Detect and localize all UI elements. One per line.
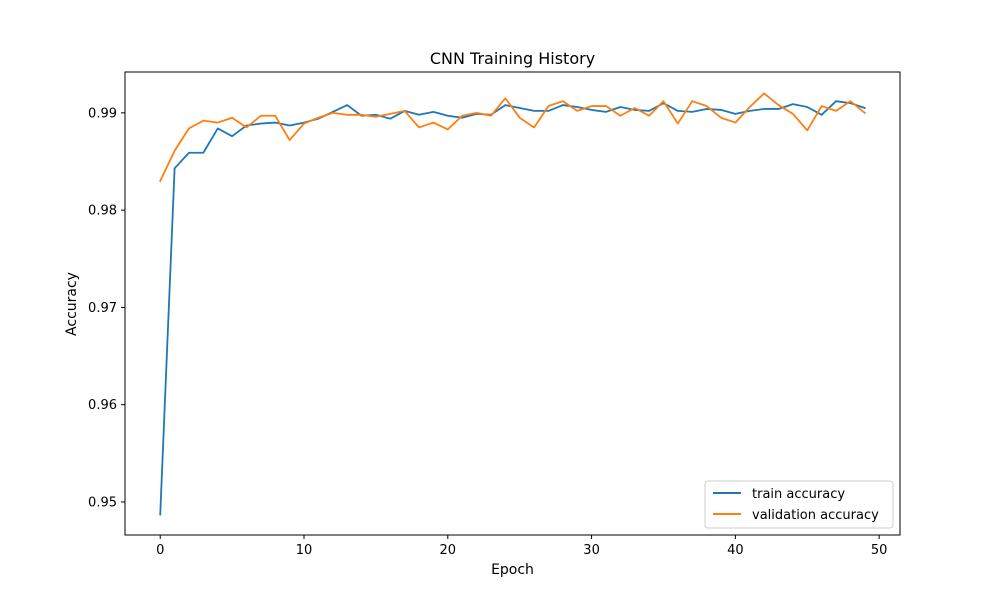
y-tick-label: 0.99 bbox=[88, 106, 117, 121]
y-tick-label: 0.95 bbox=[88, 495, 117, 510]
x-axis-label: Epoch bbox=[491, 562, 534, 578]
x-tick-label: 0 bbox=[156, 543, 164, 558]
plot-area bbox=[159, 92, 867, 516]
y-tick-label: 0.98 bbox=[88, 204, 117, 219]
x-tick-label: 50 bbox=[871, 543, 888, 558]
y-tick-label: 0.97 bbox=[88, 301, 117, 316]
train-accuracy-line bbox=[159, 100, 866, 516]
x-tick-label: 10 bbox=[296, 543, 313, 558]
y-tick-label: 0.96 bbox=[88, 398, 117, 413]
axes-frame bbox=[124, 71, 901, 536]
x-tick-label: 30 bbox=[583, 543, 600, 558]
legend-label-train: train accuracy bbox=[752, 487, 845, 502]
y-axis-label: Accuracy bbox=[64, 272, 80, 336]
validation-accuracy-line bbox=[159, 92, 867, 183]
x-tick-label: 40 bbox=[727, 543, 744, 558]
y-axis: 0.95 0.96 0.97 0.98 0.99 bbox=[88, 106, 125, 510]
chart-title: CNN Training History bbox=[430, 49, 595, 68]
legend-box bbox=[704, 480, 894, 529]
x-tick-label: 20 bbox=[440, 543, 457, 558]
legend: train accuracy validation accuracy bbox=[704, 480, 894, 529]
x-axis: 0 10 20 30 40 50 bbox=[156, 535, 887, 558]
legend-label-validation: validation accuracy bbox=[752, 508, 879, 523]
